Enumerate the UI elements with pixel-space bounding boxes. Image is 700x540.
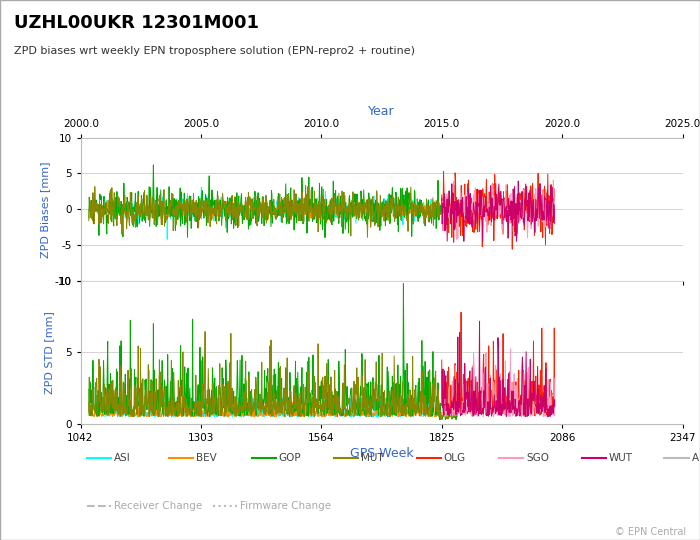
- Text: © EPN Central: © EPN Central: [615, 527, 686, 537]
- Text: OLG: OLG: [444, 453, 466, 463]
- Text: GOP: GOP: [279, 453, 302, 463]
- Text: UZHL00UKR 12301M001: UZHL00UKR 12301M001: [14, 14, 259, 31]
- Text: SGO: SGO: [526, 453, 550, 463]
- Text: Antenna Change: Antenna Change: [692, 453, 700, 463]
- Text: ZPD biases wrt weekly EPN troposphere solution (EPN-repro2 + routine): ZPD biases wrt weekly EPN troposphere so…: [14, 46, 415, 56]
- X-axis label: Year: Year: [368, 105, 395, 118]
- Text: WUT: WUT: [609, 453, 633, 463]
- Text: ASI: ASI: [113, 453, 130, 463]
- Text: Firmware Change: Firmware Change: [240, 501, 331, 511]
- Y-axis label: ZPD Biases [mm]: ZPD Biases [mm]: [41, 161, 50, 258]
- Text: MUT: MUT: [361, 453, 384, 463]
- X-axis label: GPS Week: GPS Week: [350, 447, 413, 460]
- Text: BEV: BEV: [196, 453, 217, 463]
- Text: Receiver Change: Receiver Change: [113, 501, 202, 511]
- Y-axis label: ZPD STD [mm]: ZPD STD [mm]: [44, 311, 54, 394]
